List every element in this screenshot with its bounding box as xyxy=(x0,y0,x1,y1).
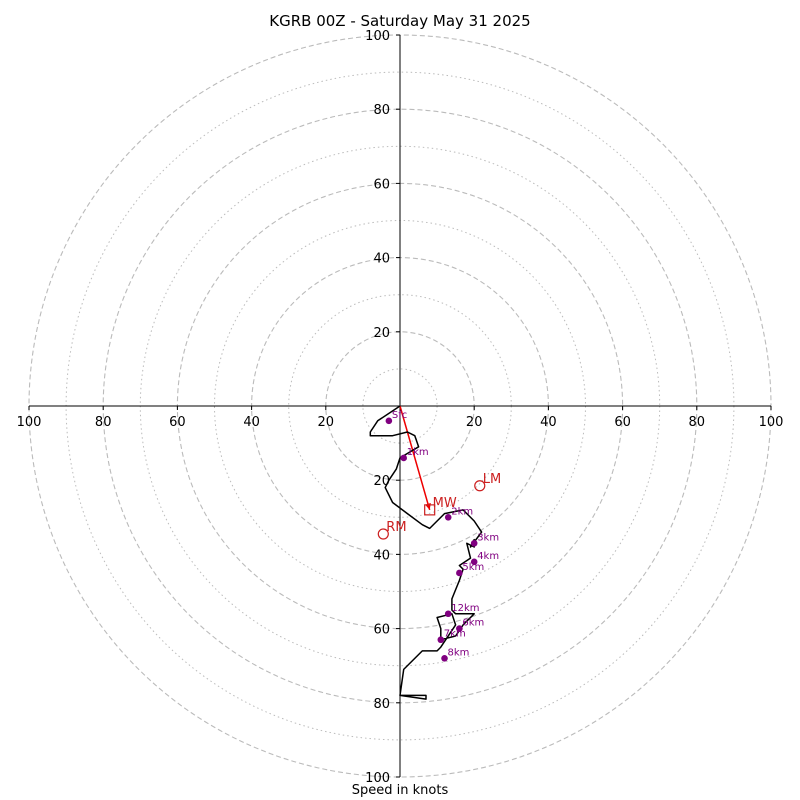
marker-rm xyxy=(377,528,389,540)
height-label-7km: 7km xyxy=(444,629,466,640)
y-tick-label: 100 xyxy=(365,771,390,786)
motion-vector-line xyxy=(399,405,431,511)
height-point-5km xyxy=(456,569,463,577)
y-tick-label: 60 xyxy=(373,177,390,192)
x-tick-label: 60 xyxy=(614,415,631,430)
x-tick-label: 80 xyxy=(689,415,706,430)
height-point-8km xyxy=(441,654,448,662)
chart-title: KGRB 00Z - Saturday May 31 2025 xyxy=(269,12,531,30)
height-label-8km: 8km xyxy=(448,647,470,658)
x-tick-label: 100 xyxy=(759,415,784,430)
height-label-5km: 5km xyxy=(462,562,484,573)
height-point-1km xyxy=(400,454,408,462)
marker-mw xyxy=(424,504,436,516)
y-tick-label: 80 xyxy=(373,103,390,118)
height-label-sfc: Sfc xyxy=(392,410,407,421)
height-label-1km: 1km xyxy=(407,447,429,458)
height-label-2km: 2km xyxy=(451,506,473,517)
label-rm: RM xyxy=(386,520,406,535)
height-point-12km xyxy=(444,610,452,618)
y-tick-label: 60 xyxy=(373,623,390,638)
y-tick-label: 20 xyxy=(373,326,390,341)
storm-motion-markers: LM RM MW xyxy=(377,472,501,540)
marker-lm xyxy=(474,480,486,492)
x-tick-label: 80 xyxy=(95,415,112,430)
y-tick-label: 40 xyxy=(373,548,390,563)
x-tick-label: 100 xyxy=(17,415,42,430)
tick-labels: 100 80 60 40 20 20 40 60 80 100202040406060808010… xyxy=(17,29,784,786)
height-label-12km: 12km xyxy=(451,603,479,614)
height-point-7km xyxy=(437,636,445,644)
height-point-3km xyxy=(470,539,478,547)
y-tick-label: 100 xyxy=(365,29,390,44)
x-tick-label: 40 xyxy=(243,415,260,430)
height-point-6km xyxy=(456,625,463,632)
x-tick-label: 20 xyxy=(318,415,335,430)
y-tick-label: 40 xyxy=(373,252,390,267)
height-label-4km: 4km xyxy=(477,551,499,562)
height-label-3km: 3km xyxy=(477,532,499,543)
x-tick-label: 20 xyxy=(466,415,483,430)
x-tick-label: 40 xyxy=(540,415,557,430)
label-mw: MW xyxy=(433,496,457,511)
height-point-sfc xyxy=(385,417,393,425)
x-axis-label: Speed in knots xyxy=(351,783,449,798)
height-point-4km xyxy=(470,558,478,566)
height-label-6km: 6km xyxy=(462,618,484,629)
x-tick-label: 60 xyxy=(169,415,186,430)
height-point-2km xyxy=(444,514,452,521)
label-lm: LM xyxy=(483,472,501,487)
y-tick-label: 80 xyxy=(373,697,390,712)
